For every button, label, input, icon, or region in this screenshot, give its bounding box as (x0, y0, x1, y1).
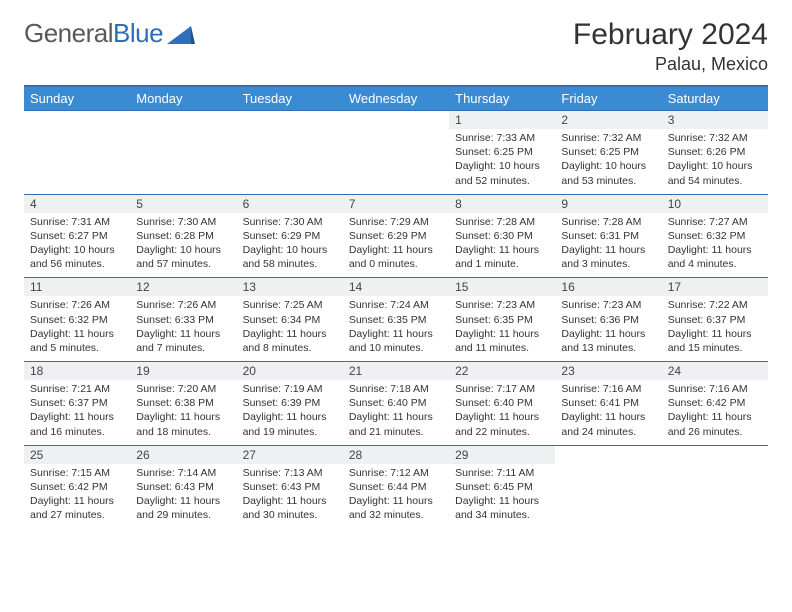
weekday-header: Monday (130, 86, 236, 111)
day-detail-cell: Sunrise: 7:15 AMSunset: 6:42 PMDaylight:… (24, 464, 130, 529)
week-daynum-row: 2526272829 (24, 445, 768, 464)
day-detail-cell: Sunrise: 7:23 AMSunset: 6:36 PMDaylight:… (555, 296, 661, 361)
day-detail-cell: Sunrise: 7:25 AMSunset: 6:34 PMDaylight:… (237, 296, 343, 361)
week-detail-row: Sunrise: 7:21 AMSunset: 6:37 PMDaylight:… (24, 380, 768, 445)
day-detail-cell (237, 129, 343, 194)
day-detail-cell: Sunrise: 7:26 AMSunset: 6:33 PMDaylight:… (130, 296, 236, 361)
weekday-header: Tuesday (237, 86, 343, 111)
day-number-cell (24, 111, 130, 130)
day-detail-cell: Sunrise: 7:21 AMSunset: 6:37 PMDaylight:… (24, 380, 130, 445)
day-number-cell: 27 (237, 445, 343, 464)
calendar-grid: SundayMondayTuesdayWednesdayThursdayFrid… (24, 85, 768, 528)
week-detail-row: Sunrise: 7:31 AMSunset: 6:27 PMDaylight:… (24, 213, 768, 278)
day-number-cell: 6 (237, 194, 343, 213)
day-detail-cell: Sunrise: 7:33 AMSunset: 6:25 PMDaylight:… (449, 129, 555, 194)
day-detail-cell: Sunrise: 7:24 AMSunset: 6:35 PMDaylight:… (343, 296, 449, 361)
week-daynum-row: 11121314151617 (24, 278, 768, 297)
day-detail-cell: Sunrise: 7:32 AMSunset: 6:26 PMDaylight:… (662, 129, 768, 194)
logo: GeneralBlue (24, 18, 195, 49)
day-number-cell: 12 (130, 278, 236, 297)
day-number-cell: 3 (662, 111, 768, 130)
day-number-cell: 20 (237, 362, 343, 381)
day-number-cell: 2 (555, 111, 661, 130)
day-number-cell: 10 (662, 194, 768, 213)
day-detail-cell (662, 464, 768, 529)
weekday-header-row: SundayMondayTuesdayWednesdayThursdayFrid… (24, 86, 768, 111)
day-detail-cell: Sunrise: 7:20 AMSunset: 6:38 PMDaylight:… (130, 380, 236, 445)
day-number-cell: 15 (449, 278, 555, 297)
header: GeneralBlue February 2024 Palau, Mexico (24, 18, 768, 75)
day-detail-cell (130, 129, 236, 194)
day-detail-cell: Sunrise: 7:28 AMSunset: 6:30 PMDaylight:… (449, 213, 555, 278)
day-number-cell: 23 (555, 362, 661, 381)
weekday-header: Friday (555, 86, 661, 111)
day-number-cell (555, 445, 661, 464)
day-number-cell: 16 (555, 278, 661, 297)
day-detail-cell: Sunrise: 7:14 AMSunset: 6:43 PMDaylight:… (130, 464, 236, 529)
day-detail-cell: Sunrise: 7:26 AMSunset: 6:32 PMDaylight:… (24, 296, 130, 361)
day-detail-cell: Sunrise: 7:28 AMSunset: 6:31 PMDaylight:… (555, 213, 661, 278)
day-number-cell: 7 (343, 194, 449, 213)
day-number-cell: 18 (24, 362, 130, 381)
day-detail-cell (555, 464, 661, 529)
day-number-cell: 22 (449, 362, 555, 381)
month-title: February 2024 (573, 18, 768, 52)
day-number-cell: 21 (343, 362, 449, 381)
day-detail-cell: Sunrise: 7:30 AMSunset: 6:28 PMDaylight:… (130, 213, 236, 278)
day-detail-cell: Sunrise: 7:32 AMSunset: 6:25 PMDaylight:… (555, 129, 661, 194)
day-number-cell: 1 (449, 111, 555, 130)
week-daynum-row: 18192021222324 (24, 362, 768, 381)
weekday-header: Sunday (24, 86, 130, 111)
day-detail-cell: Sunrise: 7:17 AMSunset: 6:40 PMDaylight:… (449, 380, 555, 445)
day-detail-cell: Sunrise: 7:12 AMSunset: 6:44 PMDaylight:… (343, 464, 449, 529)
day-detail-cell: Sunrise: 7:16 AMSunset: 6:42 PMDaylight:… (662, 380, 768, 445)
day-number-cell: 26 (130, 445, 236, 464)
day-detail-cell: Sunrise: 7:13 AMSunset: 6:43 PMDaylight:… (237, 464, 343, 529)
week-detail-row: Sunrise: 7:15 AMSunset: 6:42 PMDaylight:… (24, 464, 768, 529)
day-detail-cell (24, 129, 130, 194)
day-detail-cell: Sunrise: 7:23 AMSunset: 6:35 PMDaylight:… (449, 296, 555, 361)
logo-word-2: Blue (113, 18, 163, 48)
day-detail-cell: Sunrise: 7:22 AMSunset: 6:37 PMDaylight:… (662, 296, 768, 361)
day-detail-cell: Sunrise: 7:27 AMSunset: 6:32 PMDaylight:… (662, 213, 768, 278)
day-detail-cell: Sunrise: 7:16 AMSunset: 6:41 PMDaylight:… (555, 380, 661, 445)
logo-text: GeneralBlue (24, 18, 163, 49)
week-daynum-row: 45678910 (24, 194, 768, 213)
day-detail-cell: Sunrise: 7:31 AMSunset: 6:27 PMDaylight:… (24, 213, 130, 278)
weekday-header: Wednesday (343, 86, 449, 111)
day-number-cell (343, 111, 449, 130)
day-number-cell: 17 (662, 278, 768, 297)
week-detail-row: Sunrise: 7:33 AMSunset: 6:25 PMDaylight:… (24, 129, 768, 194)
triangle-icon (167, 24, 195, 44)
logo-word-1: General (24, 18, 113, 48)
day-number-cell: 19 (130, 362, 236, 381)
week-daynum-row: 123 (24, 111, 768, 130)
title-block: February 2024 Palau, Mexico (573, 18, 768, 75)
day-detail-cell (343, 129, 449, 194)
day-number-cell: 25 (24, 445, 130, 464)
weekday-header: Thursday (449, 86, 555, 111)
day-number-cell: 4 (24, 194, 130, 213)
day-number-cell: 28 (343, 445, 449, 464)
location: Palau, Mexico (573, 54, 768, 75)
day-number-cell (237, 111, 343, 130)
day-number-cell: 8 (449, 194, 555, 213)
day-detail-cell: Sunrise: 7:11 AMSunset: 6:45 PMDaylight:… (449, 464, 555, 529)
week-detail-row: Sunrise: 7:26 AMSunset: 6:32 PMDaylight:… (24, 296, 768, 361)
day-number-cell: 24 (662, 362, 768, 381)
day-number-cell: 5 (130, 194, 236, 213)
day-number-cell: 29 (449, 445, 555, 464)
day-number-cell: 13 (237, 278, 343, 297)
day-detail-cell: Sunrise: 7:18 AMSunset: 6:40 PMDaylight:… (343, 380, 449, 445)
day-number-cell: 14 (343, 278, 449, 297)
day-number-cell: 9 (555, 194, 661, 213)
day-detail-cell: Sunrise: 7:30 AMSunset: 6:29 PMDaylight:… (237, 213, 343, 278)
day-number-cell (662, 445, 768, 464)
day-number-cell: 11 (24, 278, 130, 297)
day-detail-cell: Sunrise: 7:19 AMSunset: 6:39 PMDaylight:… (237, 380, 343, 445)
weekday-header: Saturday (662, 86, 768, 111)
day-detail-cell: Sunrise: 7:29 AMSunset: 6:29 PMDaylight:… (343, 213, 449, 278)
day-number-cell (130, 111, 236, 130)
